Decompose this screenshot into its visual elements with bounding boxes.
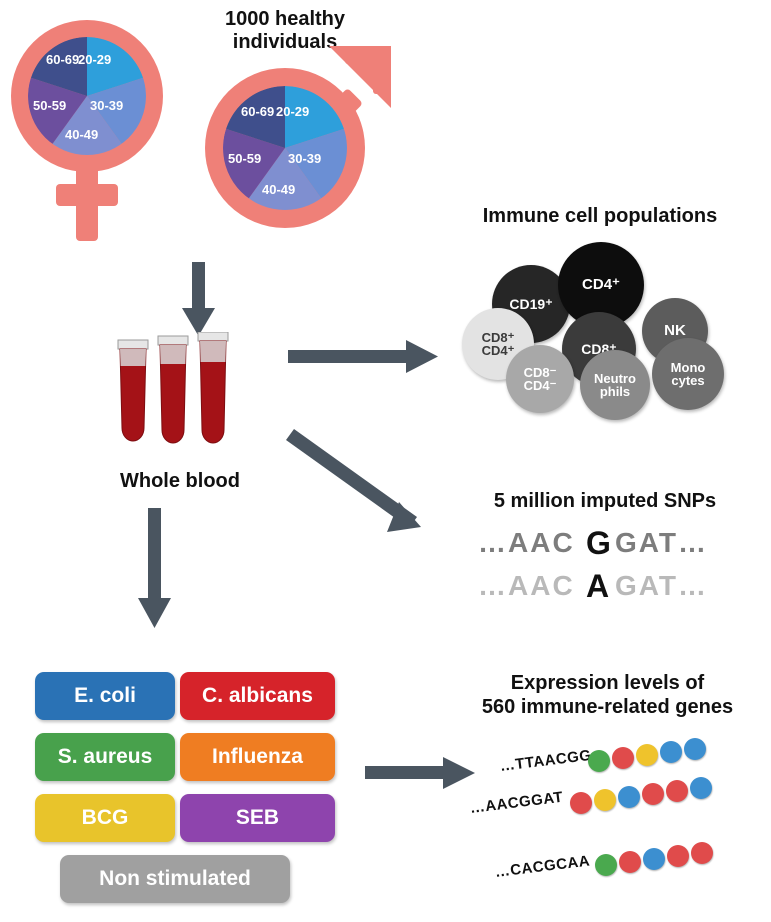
bead-3-5: [691, 842, 713, 864]
cohort-title: 1000 healthy individuals: [224, 8, 346, 53]
arrow-stimuli-to-expression: [365, 757, 475, 789]
whole-blood-label: Whole blood: [120, 470, 240, 492]
male-age-label-20-29: 20-29: [276, 104, 310, 119]
female-symbol: 20-29 30-39 40-49 50-59 60-69: [8, 14, 178, 244]
snps-title: 5 million imputed SNPs: [493, 490, 717, 512]
cell-monocytes: Mono cytes: [652, 338, 724, 410]
gene-sequence-2: …AACGGAT: [468, 777, 760, 830]
male-age-label-40-49: 40-49: [262, 182, 296, 197]
expression-title-line1: Expression levels of: [510, 672, 705, 694]
bead-1-3: [636, 744, 658, 766]
snp-sequence-2: …AAC A GAT…: [478, 568, 738, 612]
bead-3-3: [643, 848, 665, 870]
snp2-suffix: GAT…: [615, 570, 709, 601]
arrow-cohort-to-blood: [182, 262, 215, 336]
gene-seq-2-text: …AACGGAT: [468, 788, 565, 817]
gene-seq-1-text: …TTAACGG: [498, 746, 593, 775]
bead-2-5: [666, 780, 688, 802]
snp2-prefix: …AAC: [478, 570, 575, 601]
stimulus-bcg[interactable]: BCG: [35, 794, 175, 842]
male-age-pie: [223, 86, 347, 210]
snp2-variant: A: [586, 568, 612, 604]
bead-1-4: [660, 741, 682, 763]
female-age-label-30-39: 30-39: [90, 98, 124, 113]
snp-sequence-1: …AAC G GAT…: [478, 525, 738, 569]
stimulus-non-stimulated[interactable]: Non stimulated: [60, 855, 290, 903]
stimulus-s-aureus[interactable]: S. aureus: [35, 733, 175, 781]
female-age-pie: [28, 37, 146, 155]
bead-2-6: [690, 777, 712, 799]
stimulus-seb[interactable]: SEB: [180, 794, 335, 842]
bead-2-3: [618, 786, 640, 808]
cell-neutrophils: Neutro phils: [580, 350, 650, 420]
immune-title: Immune cell populations: [482, 205, 718, 227]
gene-sequence-3: …CACGCAA: [493, 842, 771, 892]
male-age-label-50-59: 50-59: [228, 151, 262, 166]
stimulus-influenza[interactable]: Influenza: [180, 733, 335, 781]
female-age-label-50-59: 50-59: [33, 98, 67, 113]
male-symbol: 20-29 30-39 40-49 50-59 60-69: [195, 36, 425, 251]
immune-cells-group: CD19⁺ CD4⁺ CD8⁺ CD4⁺ CD8⁺ NK CD8⁻ CD4⁻ N…: [462, 240, 762, 420]
arrow-blood-to-immune: [288, 340, 438, 373]
bead-2-2: [594, 789, 616, 811]
bead-2-4: [642, 783, 664, 805]
gene-sequence-1: …TTAACGG: [498, 738, 765, 788]
arrow-blood-to-stimuli: [138, 508, 171, 628]
female-age-label-20-29: 20-29: [78, 52, 112, 67]
arrow-blood-to-snps: [286, 429, 421, 532]
gene-seq-3-text: …CACGCAA: [493, 852, 591, 881]
male-age-label-60-69: 60-69: [241, 104, 275, 119]
bead-1-1: [588, 750, 610, 772]
expression-title-line2: 560 immune-related genes: [481, 696, 734, 718]
female-age-label-60-69: 60-69: [46, 52, 80, 67]
male-age-label-30-39: 30-39: [288, 151, 322, 166]
bead-3-1: [595, 854, 617, 876]
bead-1-5: [684, 738, 706, 760]
snp1-suffix: GAT…: [615, 527, 709, 558]
snp1-prefix: …AAC: [478, 527, 575, 558]
cell-cd8neg-cd4neg: CD8⁻ CD4⁻: [506, 345, 574, 413]
bead-2-1: [570, 792, 592, 814]
bead-1-2: [612, 747, 634, 769]
female-age-label-40-49: 40-49: [65, 127, 99, 142]
stimulus-c-albicans[interactable]: C. albicans: [180, 672, 335, 720]
blood-tubes: [110, 331, 250, 456]
bead-3-2: [619, 851, 641, 873]
stimulus-e-coli[interactable]: E. coli: [35, 672, 175, 720]
snp1-variant: G: [586, 525, 613, 561]
bead-3-4: [667, 845, 689, 867]
